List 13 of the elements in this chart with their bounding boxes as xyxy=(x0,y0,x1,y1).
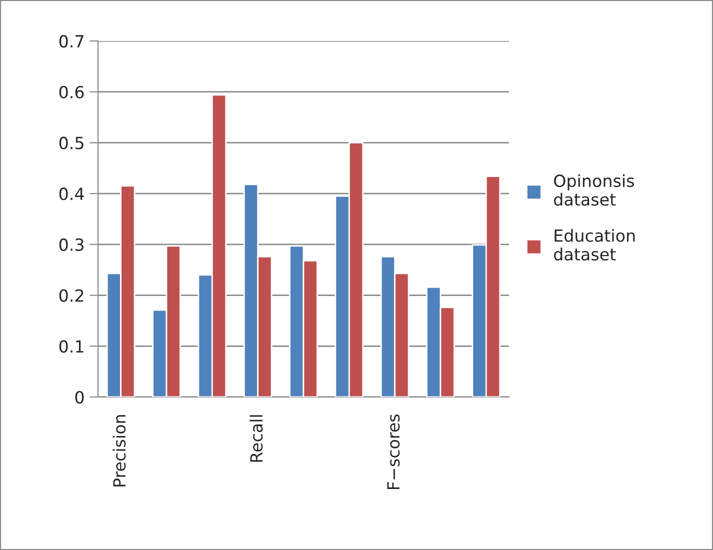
legend-label: Opinonsis dataset xyxy=(554,174,634,206)
y-tick-label: 0.5 xyxy=(59,136,84,150)
y-tick-label: 0.2 xyxy=(59,289,84,302)
legend-label: Education dataset xyxy=(554,229,635,261)
x-tick-label: Recall xyxy=(250,415,263,462)
y-tick-label: 0.3 xyxy=(59,238,84,251)
y-tick-label: 0.7 xyxy=(59,34,84,48)
y-tick-label: 0.4 xyxy=(59,188,84,200)
y-tick-label: 0.1 xyxy=(59,340,84,353)
y-tick-label: 0.6 xyxy=(59,86,84,98)
y-tick-label: 0 xyxy=(75,390,84,404)
x-tick-label: F−scores xyxy=(387,414,400,490)
x-tick-label: Precision xyxy=(112,415,126,486)
